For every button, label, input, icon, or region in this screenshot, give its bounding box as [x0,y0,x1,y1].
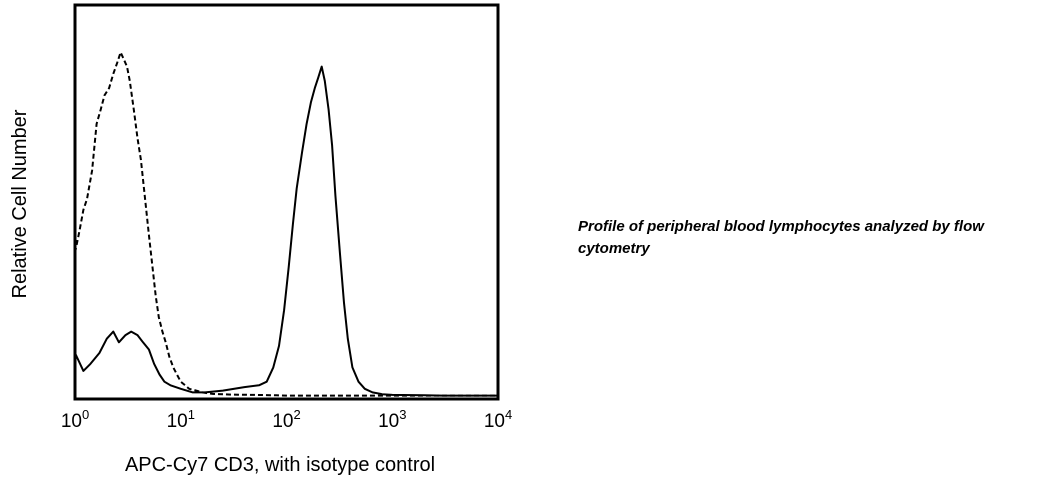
figure-caption: Profile of peripheral blood lymphocytes … [578,218,984,257]
x-tick-label-3: 103 [378,407,406,432]
series-layer [74,51,498,397]
x-axis-label: APC-Cy7 CD3, with isotype control [125,454,435,476]
x-tick-label-2: 102 [272,407,300,432]
plot-frame [73,3,500,401]
x-tick-labels: 100 101 102 103 104 [61,407,512,432]
isotype-control-histogram [74,51,498,397]
y-axis-label: Relative Cell Number [9,109,31,298]
cd3-histogram [74,65,498,397]
x-tick-label-1: 101 [167,407,195,432]
x-tick-label-4: 104 [484,407,512,432]
x-tick-label-0: 100 [61,407,89,432]
